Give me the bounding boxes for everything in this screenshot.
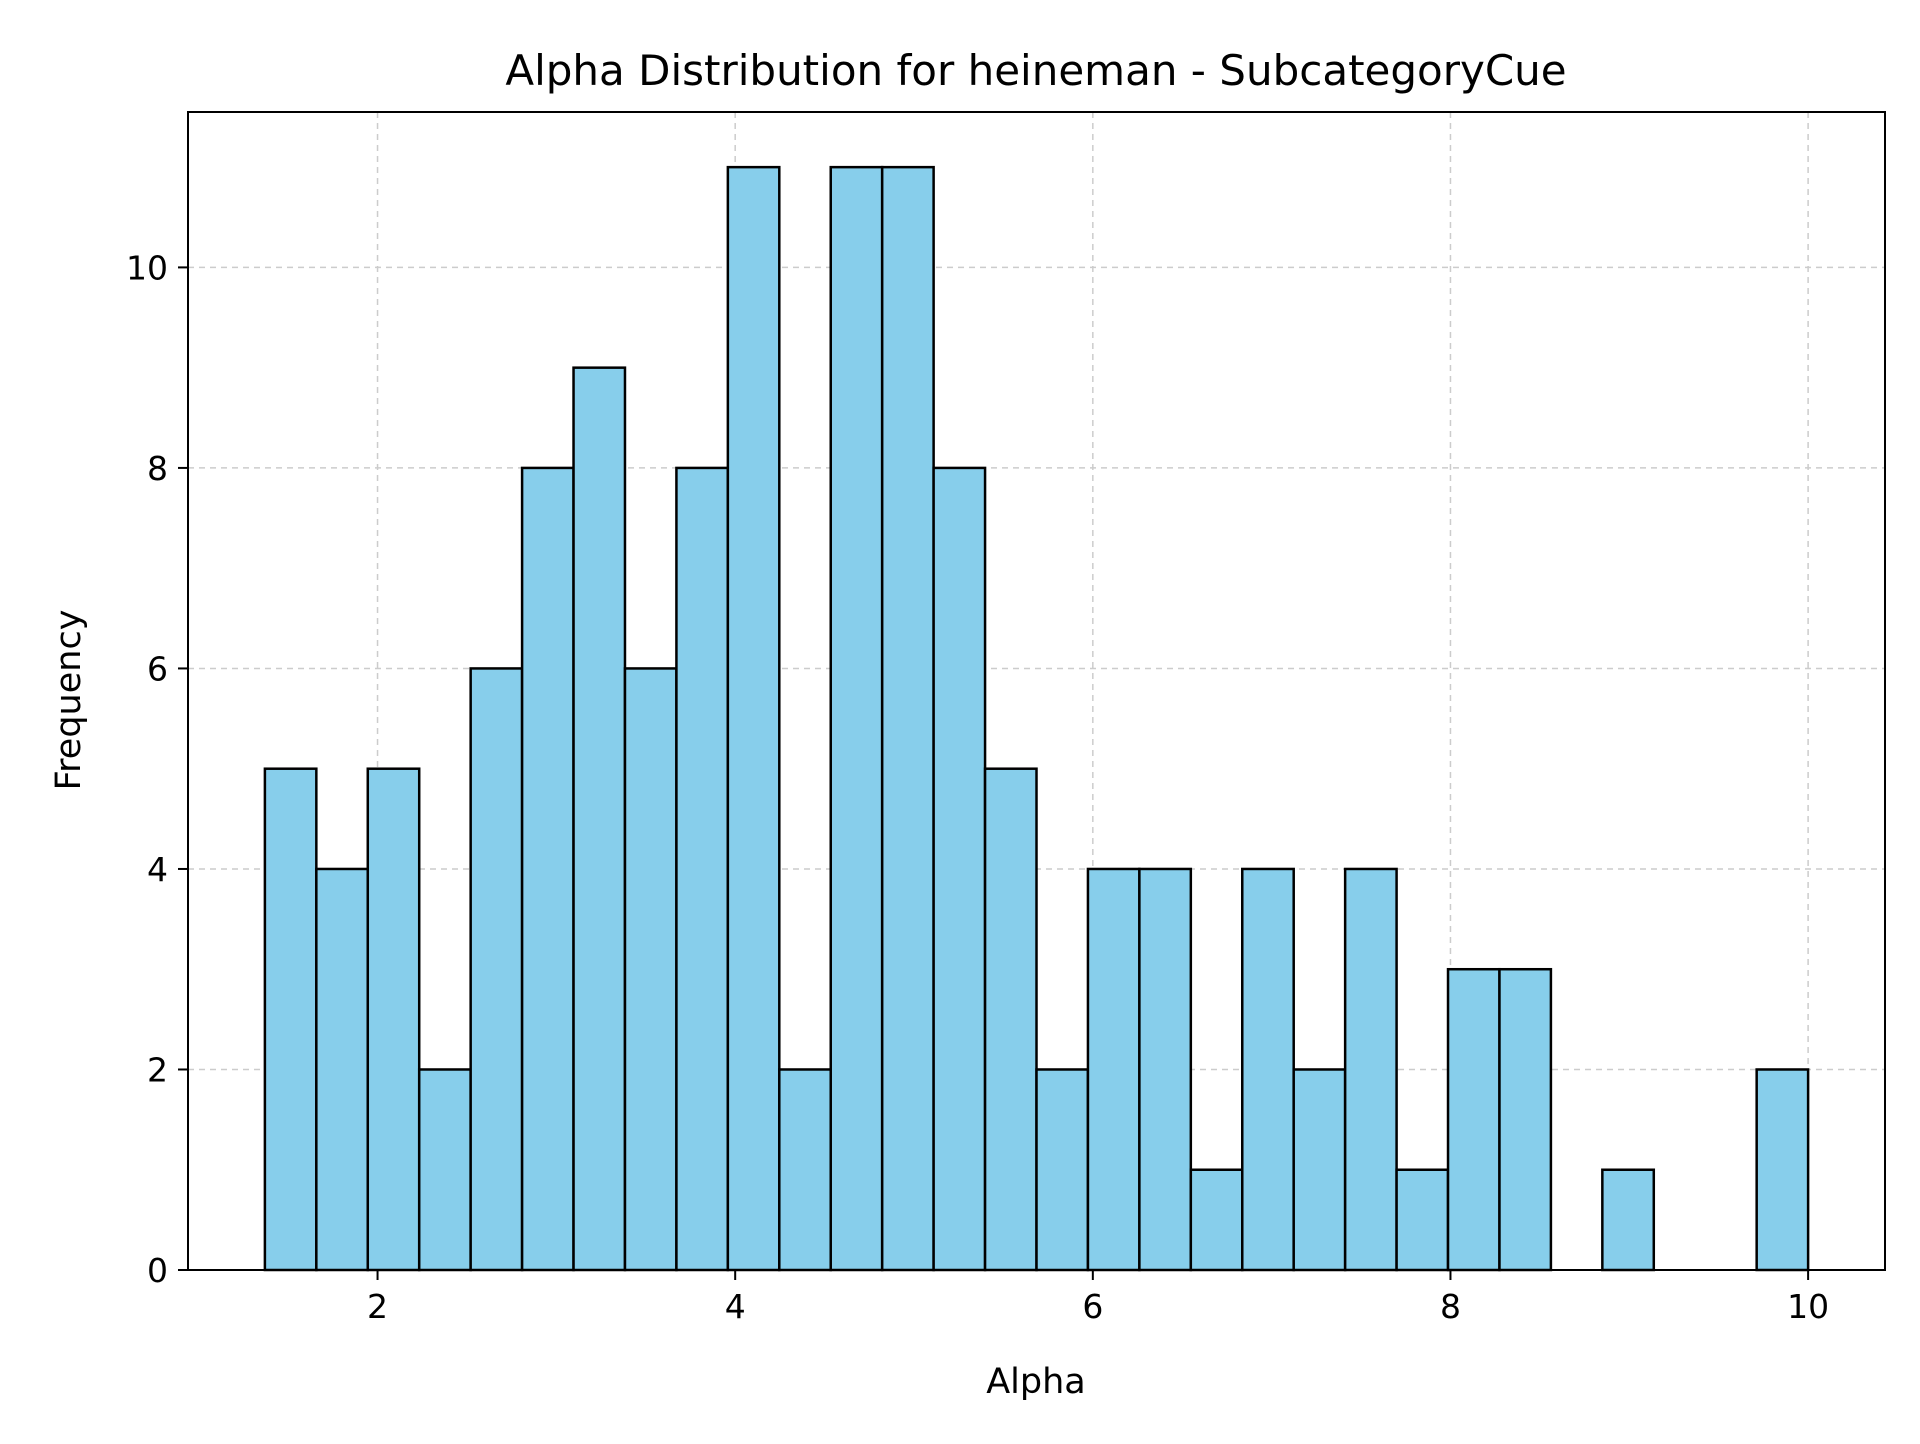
histogram-bar bbox=[1395, 1168, 1450, 1272]
histogram-bar bbox=[1343, 867, 1398, 1272]
histogram-bar bbox=[1601, 1168, 1656, 1272]
histogram-bar bbox=[263, 767, 318, 1272]
histogram-bar bbox=[726, 165, 781, 1272]
histogram-bar bbox=[675, 466, 730, 1272]
histogram-bar bbox=[1035, 1068, 1090, 1272]
histogram-bar bbox=[623, 667, 678, 1272]
histogram-bar bbox=[932, 466, 987, 1272]
y-tick-label: 8 bbox=[147, 449, 168, 488]
histogram-bar bbox=[417, 1068, 472, 1272]
x-axis-label: Alpha bbox=[986, 1362, 1086, 1402]
x-tick-label: 2 bbox=[367, 1287, 388, 1326]
histogram-bar bbox=[520, 466, 575, 1272]
y-tick-label: 6 bbox=[147, 649, 168, 688]
ticks-layer: 2 4 6 8 10 0 2 4 6 8 10 bbox=[126, 248, 1829, 1326]
plot-frame bbox=[187, 111, 1886, 1271]
histogram-bar bbox=[1755, 1068, 1810, 1272]
y-tick-label: 0 bbox=[147, 1251, 168, 1290]
bars-layer bbox=[263, 165, 1810, 1272]
histogram-bar bbox=[880, 165, 935, 1272]
histogram-bar bbox=[315, 867, 370, 1272]
x-tick-label: 4 bbox=[725, 1287, 746, 1326]
histogram-bar bbox=[829, 165, 884, 1272]
y-tick-label: 4 bbox=[147, 850, 168, 889]
y-axis-label: Frequency bbox=[49, 610, 89, 791]
chart-title: Alpha Distribution for heineman - Subcat… bbox=[505, 46, 1566, 95]
histogram-bar bbox=[1292, 1068, 1347, 1272]
histogram-bar bbox=[1446, 967, 1501, 1272]
histogram-bar bbox=[366, 767, 421, 1272]
histogram-bar bbox=[469, 667, 524, 1272]
y-tick-label: 2 bbox=[147, 1050, 168, 1089]
histogram-bar bbox=[983, 767, 1038, 1272]
histogram-bar bbox=[572, 366, 627, 1272]
histogram-bar bbox=[778, 1068, 832, 1272]
x-tick-label: 10 bbox=[1787, 1287, 1829, 1326]
y-tick-label: 10 bbox=[126, 248, 168, 287]
x-tick-label: 8 bbox=[1440, 1287, 1461, 1326]
histogram-bar bbox=[1138, 867, 1193, 1272]
histogram-bar bbox=[1086, 867, 1141, 1272]
histogram-bar bbox=[1241, 867, 1295, 1272]
histogram-bar bbox=[1189, 1168, 1244, 1272]
histogram-bar bbox=[1498, 967, 1553, 1272]
x-tick-label: 6 bbox=[1082, 1287, 1103, 1326]
